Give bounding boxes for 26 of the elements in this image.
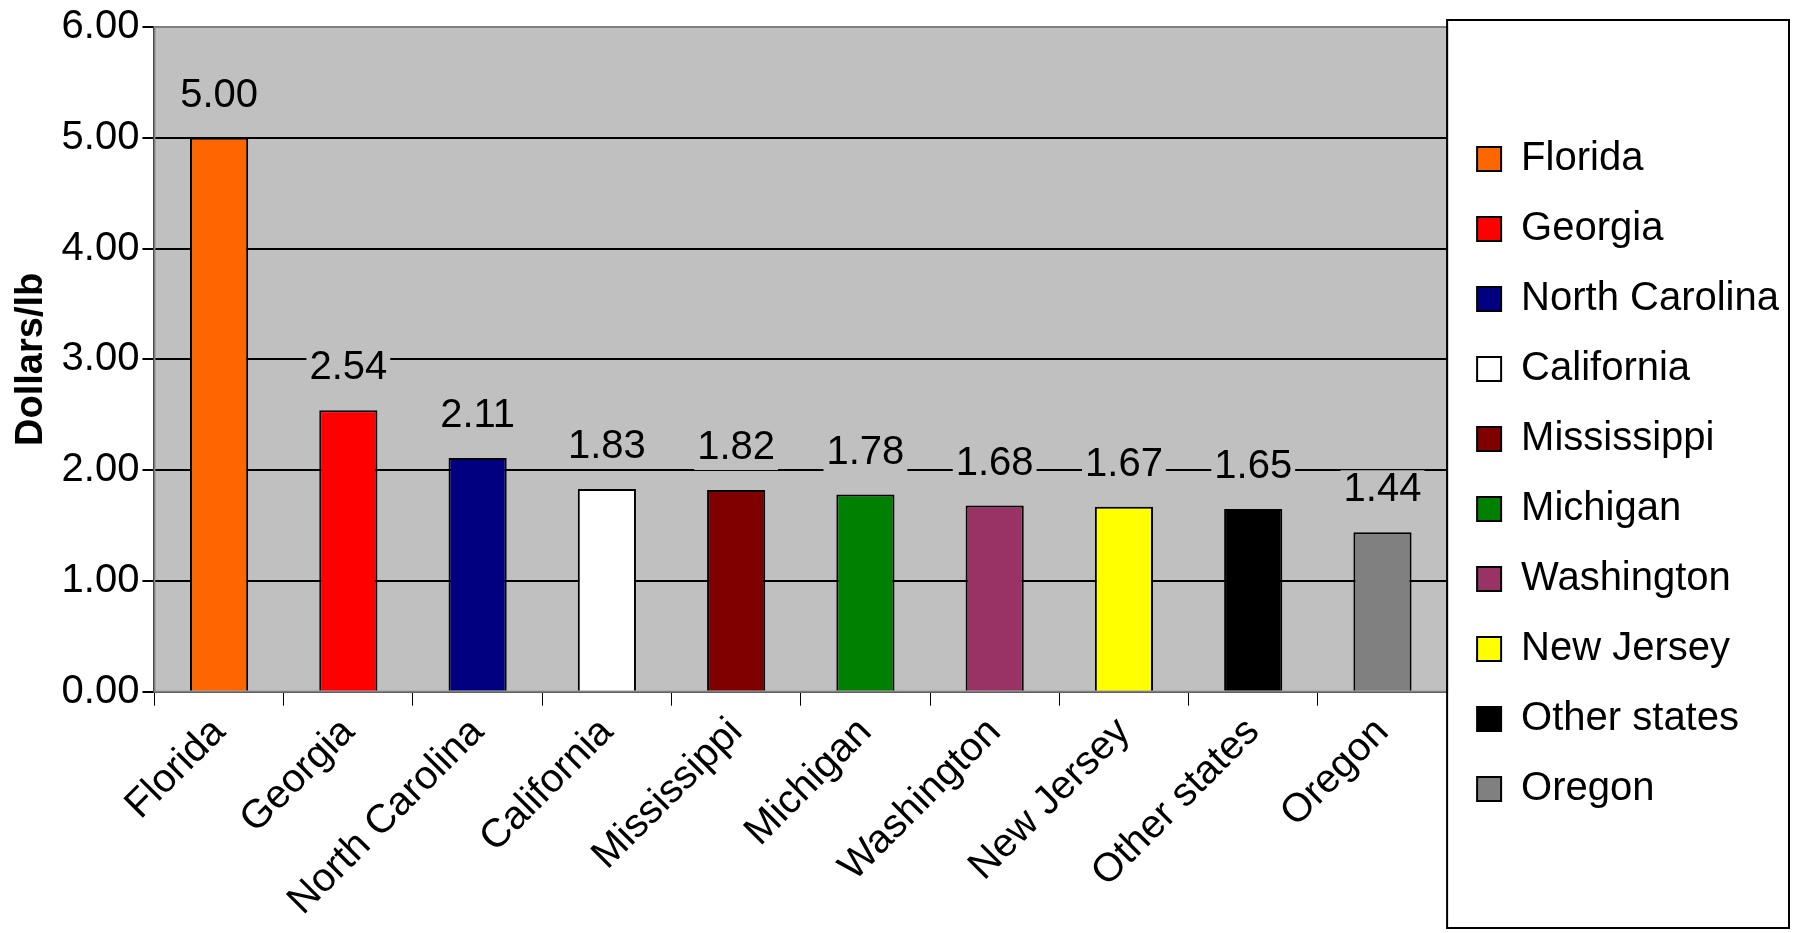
legend-label: Georgia — [1521, 204, 1665, 249]
legend-label: North Carolina — [1521, 274, 1780, 319]
y-tick-label: 3.00 — [61, 334, 140, 379]
data-label: 1.82 — [697, 423, 776, 468]
y-tick-label: 4.00 — [61, 223, 140, 268]
legend-label: Michigan — [1521, 484, 1682, 529]
legend-label: Washington — [1521, 554, 1731, 599]
legend-label: Mississippi — [1521, 414, 1715, 459]
y-axis-title: Dollars/lb — [8, 272, 51, 446]
legend-label: New Jersey — [1521, 624, 1731, 669]
data-label: 1.78 — [826, 427, 905, 472]
data-label: 1.68 — [955, 438, 1034, 483]
data-label: 2.11 — [440, 390, 516, 435]
y-tick-label: 5.00 — [61, 112, 140, 157]
data-label: 1.65 — [1214, 441, 1293, 486]
y-tick-label: 6.00 — [61, 2, 140, 47]
y-tick-label: 2.00 — [61, 445, 140, 490]
data-label: 2.54 — [309, 343, 388, 388]
legend-label: Florida — [1521, 134, 1645, 179]
y-tick-label: 0.00 — [61, 666, 140, 711]
data-label: 1.67 — [1085, 439, 1163, 484]
y-tick-label: 1.00 — [61, 555, 140, 600]
legend-label: California — [1521, 344, 1691, 389]
data-label: 1.83 — [567, 422, 646, 466]
data-label: 5.00 — [180, 70, 259, 115]
data-label: 1.44 — [1343, 465, 1422, 510]
